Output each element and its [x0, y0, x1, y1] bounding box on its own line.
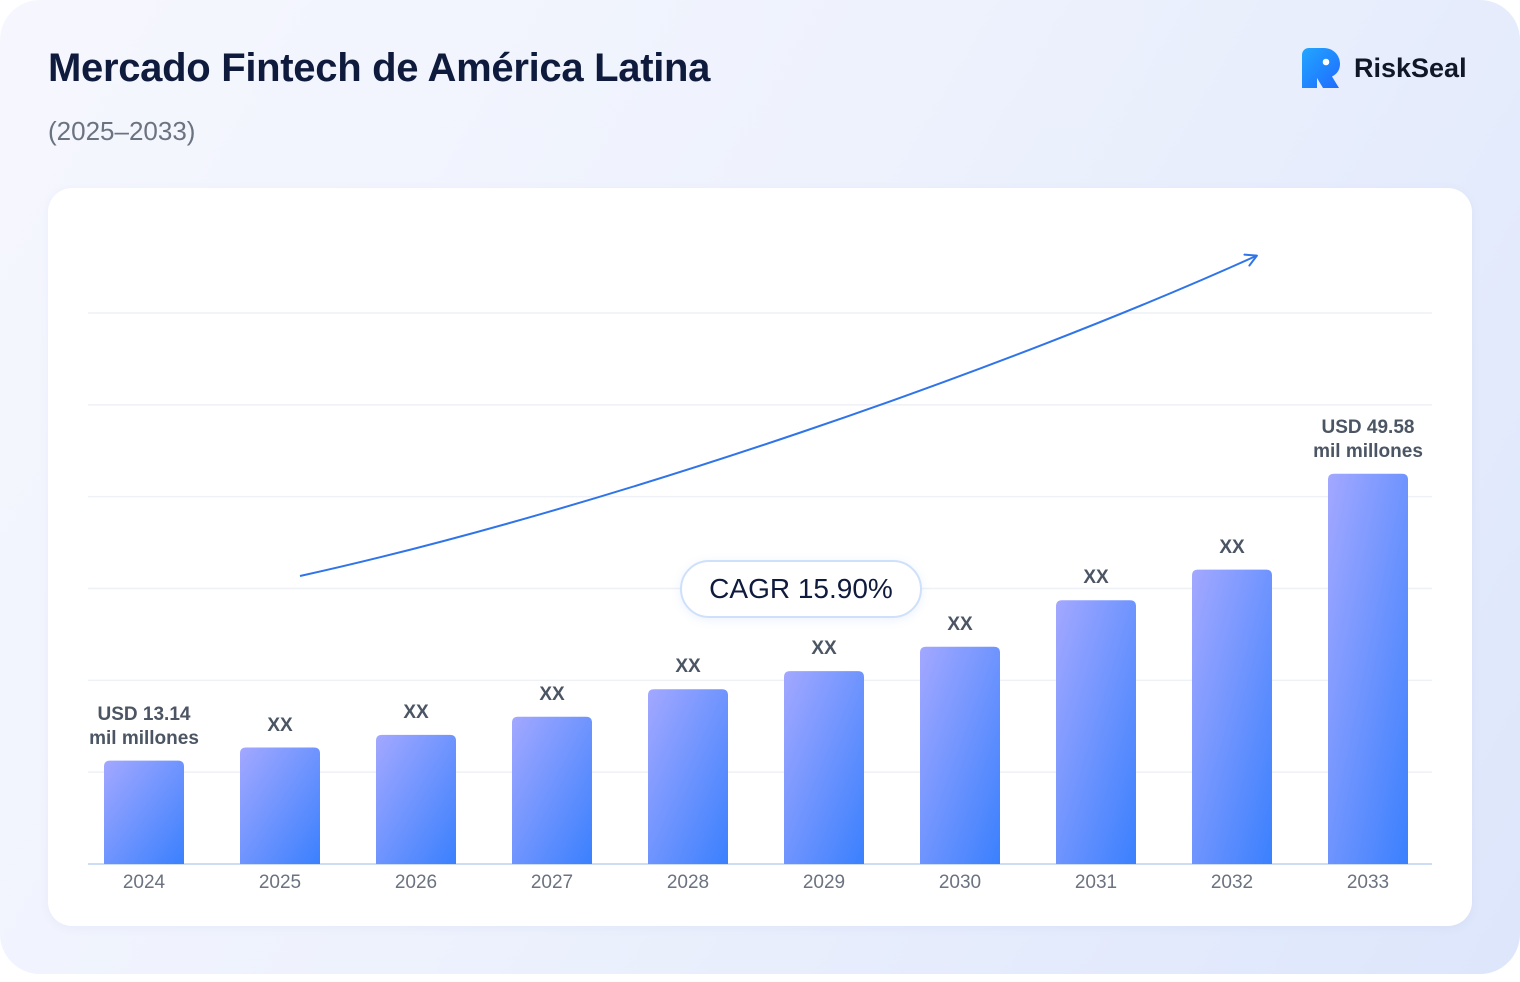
value-label-2024: USD 13.14 mil millones: [44, 703, 244, 751]
bar-2028: [648, 689, 728, 864]
x-tick-label-2024: 2024: [122, 872, 166, 893]
bar-2033: [1328, 473, 1408, 864]
x-tick-label-2032: 2032: [1210, 872, 1254, 893]
brand-name: RiskSeal: [1354, 52, 1467, 83]
brand-logo: RiskSeal: [1302, 48, 1467, 88]
x-tick-label-2028: 2028: [666, 872, 710, 893]
value-label-line: XX: [539, 683, 565, 705]
x-tick-label-2025: 2025: [258, 872, 302, 893]
x-tick-label-2033: 2033: [1346, 872, 1390, 893]
value-label-2030: XX: [860, 613, 1060, 637]
value-label-2029: XX: [724, 637, 924, 661]
bar-2031: [1056, 600, 1136, 864]
bar-2029: [784, 671, 864, 864]
value-label-line: XX: [811, 638, 837, 660]
x-tick-label-2029: 2029: [802, 872, 846, 893]
bar-2032: [1192, 569, 1272, 864]
cagr-trend-arrow: [299, 253, 1258, 577]
riskseal-logo-icon: [1302, 48, 1340, 88]
value-label-line: XX: [1083, 567, 1109, 589]
x-tick-label-2027: 2027: [530, 872, 574, 893]
value-label-2028: XX: [588, 655, 788, 679]
value-label-2033: USD 49.58 mil millones: [1268, 416, 1468, 464]
bar-2025: [240, 747, 320, 864]
chart-card: USD 13.14 mil millones 2024 XX 2025 XX 2026 XX 2…: [48, 188, 1472, 926]
value-label-line: XX: [267, 714, 293, 736]
value-label-2031: XX: [996, 566, 1196, 590]
x-tick-label-2030: 2030: [938, 872, 982, 893]
x-tick-label-2031: 2031: [1074, 872, 1118, 893]
value-label-line: mil millones: [89, 727, 199, 749]
value-label-line: mil millones: [1313, 440, 1423, 462]
page-title: Mercado Fintech de América Latina: [48, 46, 711, 90]
value-label-2032: XX: [1132, 536, 1332, 560]
value-label-line: USD 49.58: [1321, 416, 1415, 438]
bar-2027: [512, 716, 592, 864]
cagr-badge: CAGR 15.90%: [680, 560, 922, 618]
value-label-line: XX: [403, 701, 429, 723]
value-label-2025: XX: [180, 714, 380, 738]
value-label-2027: XX: [452, 683, 652, 707]
value-label-line: USD 13.14: [97, 703, 191, 725]
value-label-line: XX: [675, 656, 701, 678]
page-subtitle: (2025–2033): [48, 116, 196, 146]
value-label-2026: XX: [316, 701, 516, 725]
bar-2030: [920, 646, 1000, 864]
value-label-line: XX: [1219, 536, 1245, 558]
value-label-line: XX: [947, 613, 973, 635]
bar-2024: [104, 760, 184, 864]
bar-chart: [88, 253, 1432, 865]
bar-2026: [376, 734, 456, 864]
x-tick-label-2026: 2026: [394, 872, 438, 893]
